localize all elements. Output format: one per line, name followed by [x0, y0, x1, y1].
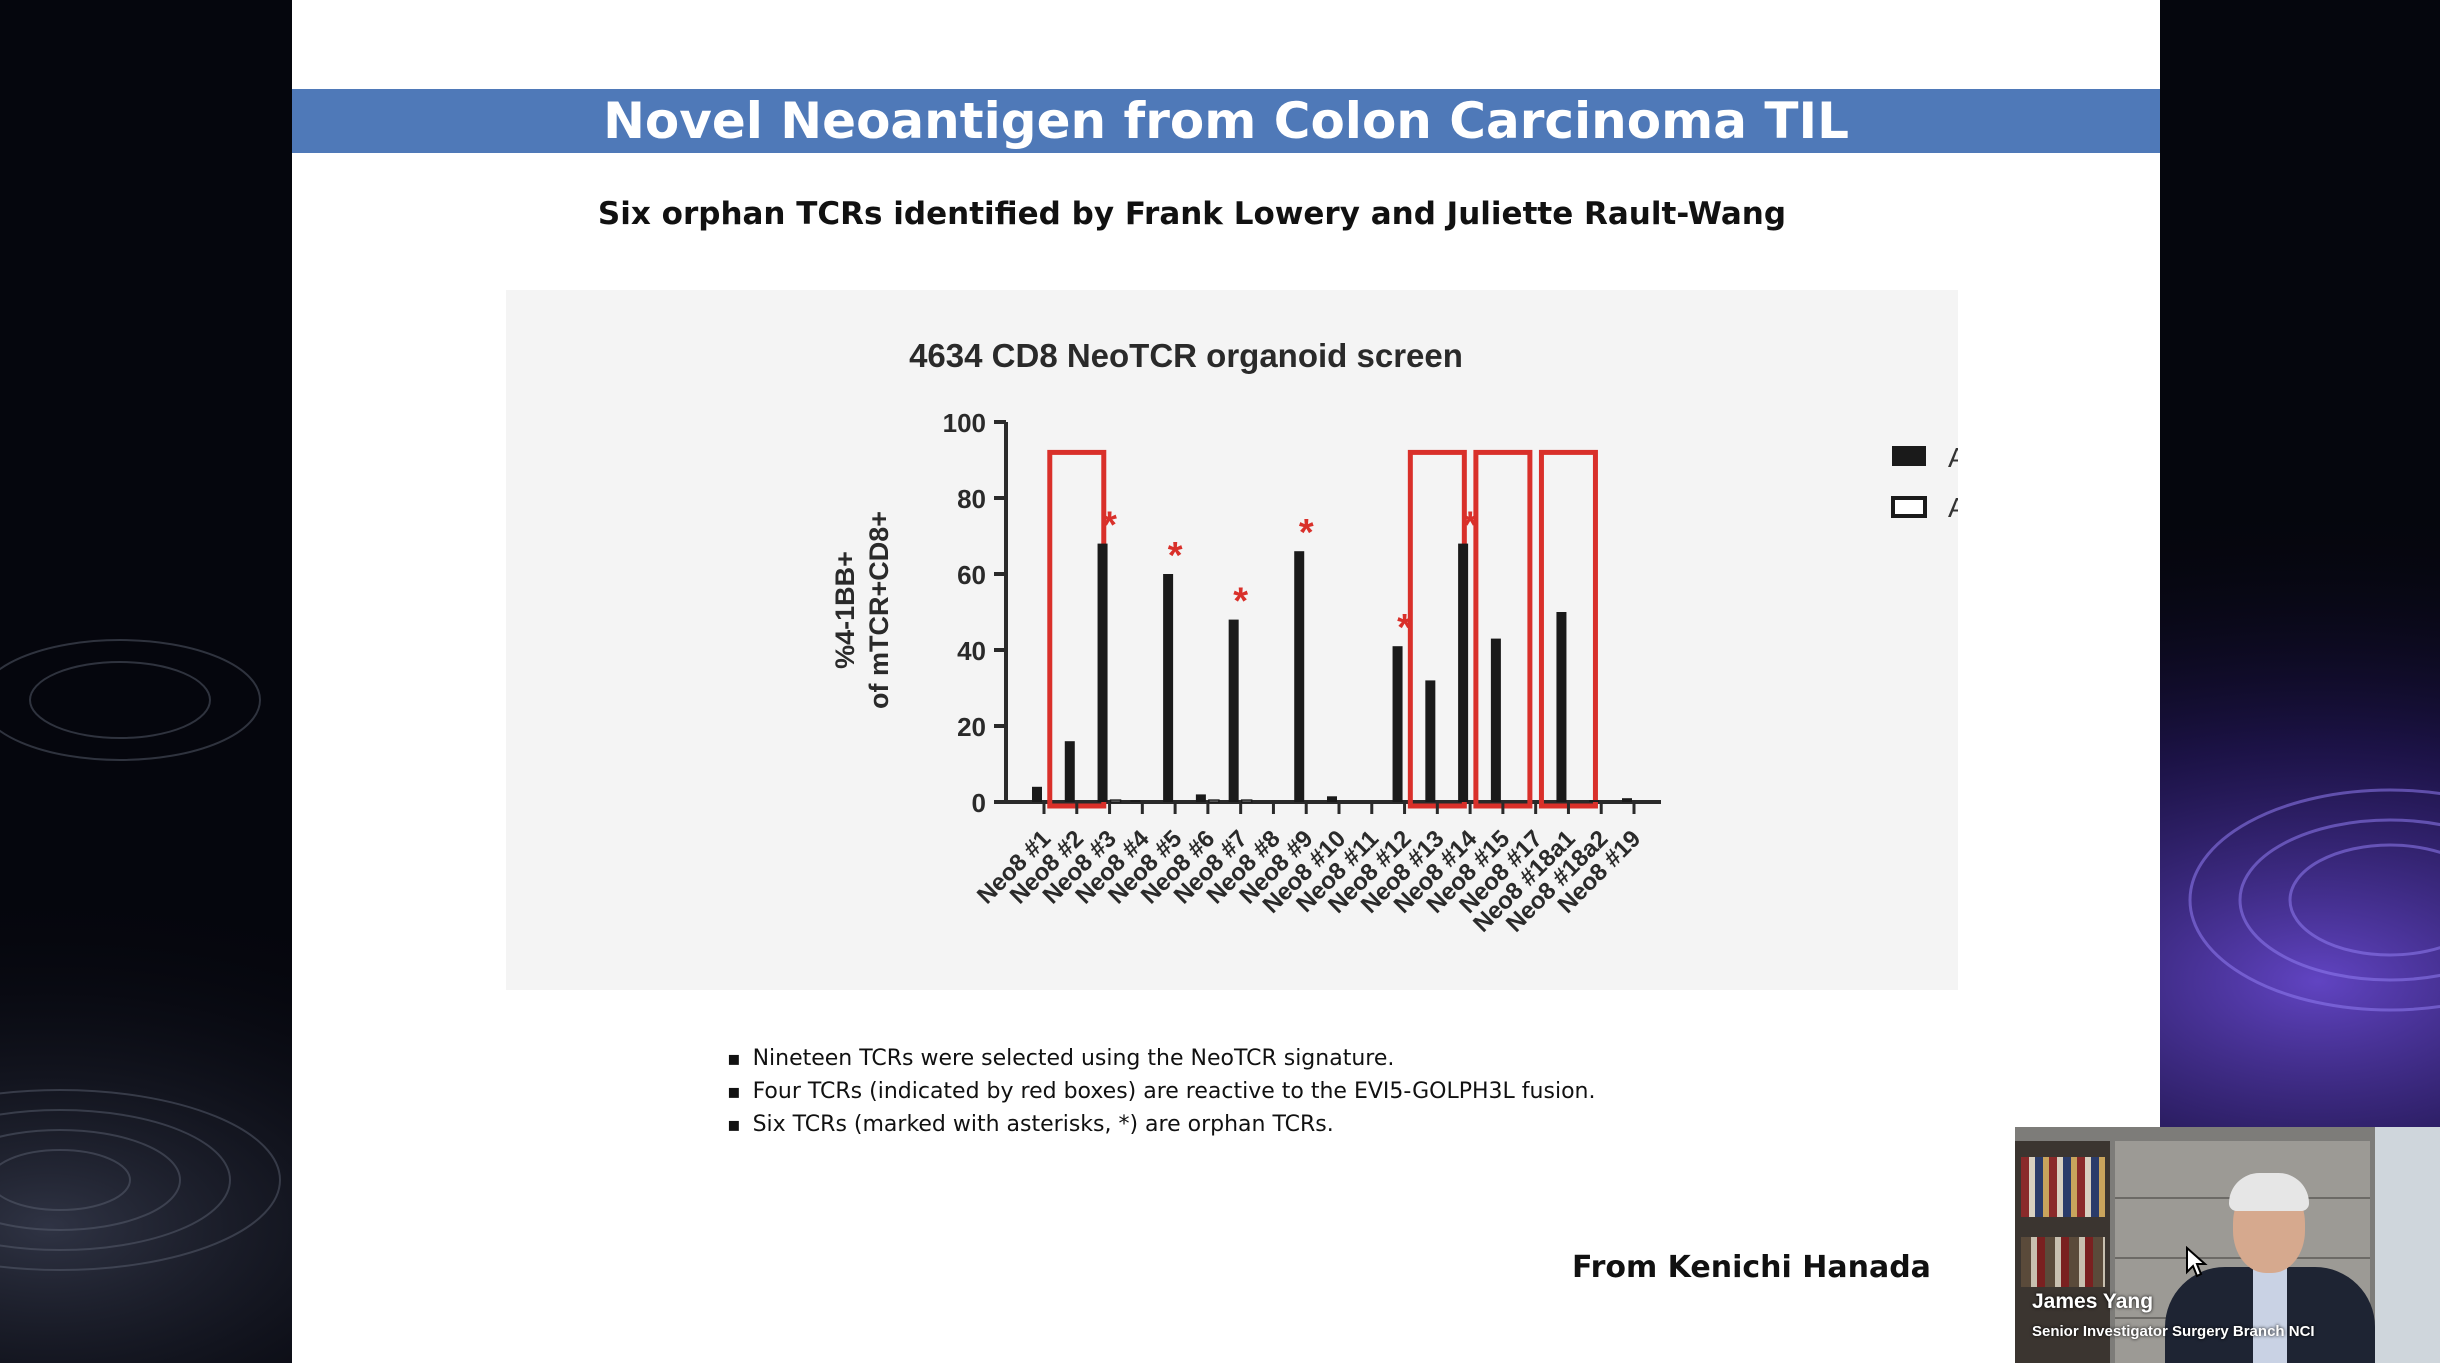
speaker-role: Senior Investigator Surgery Branch NCI	[2032, 1323, 2315, 1340]
bar-autologous	[1130, 800, 1141, 802]
orphan-asterisk: *	[1168, 535, 1183, 577]
speaker-video-tile[interactable]: James Yang Senior Investigator Surgery B…	[2015, 1127, 2440, 1363]
bullet-item: Four TCRs (indicated by red boxes) are r…	[727, 1075, 1596, 1108]
window	[2375, 1127, 2440, 1363]
chart-title: 4634 CD8 NeoTCR organoid screen	[909, 337, 1463, 374]
books	[2021, 1157, 2105, 1217]
bullet-list: Nineteen TCRs were selected using the Ne…	[727, 1042, 1596, 1141]
bar-autologous	[1097, 543, 1108, 802]
slide: Novel Neoantigen from Colon Carcinoma TI…	[292, 0, 2160, 1363]
bar-autologous	[1228, 619, 1239, 802]
bar-autologous	[1589, 800, 1600, 802]
y-tick-label: 40	[957, 636, 986, 666]
bar-autologous	[1064, 741, 1075, 802]
slide-title: Novel Neoantigen from Colon Carcinoma TI…	[292, 89, 2160, 153]
legend-label-allo: Allo organoid	[1948, 492, 1958, 523]
bar-autologous	[1163, 574, 1174, 802]
y-axis-label-line1: %4-1BB+	[830, 551, 860, 669]
bar-autologous	[1425, 680, 1436, 802]
speaker-name: James Yang	[2032, 1290, 2154, 1313]
bullet-item: Six TCRs (marked with asterisks, *) are …	[727, 1108, 1595, 1141]
red-highlight-box	[1473, 449, 1533, 809]
mouse-cursor-icon	[2186, 1246, 2208, 1278]
credit-text: From Kenichi Hanada	[1572, 1250, 1931, 1285]
orphan-asterisk: *	[1102, 505, 1117, 547]
legend-swatch-autologous	[1892, 446, 1926, 466]
bar-autologous	[1490, 638, 1501, 802]
bullet-item: Nineteen TCRs were selected using the Ne…	[727, 1042, 1595, 1075]
bar-autologous	[1294, 551, 1305, 802]
chart-panel: 4634 CD8 NeoTCR organoid screen %4-1BB+ …	[506, 290, 1958, 990]
bar-autologous	[1032, 786, 1042, 802]
red-highlight-box	[1047, 449, 1107, 809]
speaker-hair	[2229, 1173, 2309, 1211]
bar-allo	[1109, 799, 1122, 803]
orphan-asterisk: *	[1233, 581, 1248, 623]
y-tick-label: 0	[972, 788, 986, 818]
bar-autologous	[1556, 612, 1567, 802]
red-highlight-box	[1407, 449, 1467, 809]
y-tick-label: 100	[943, 408, 986, 438]
orphan-asterisk: *	[1463, 505, 1478, 547]
y-tick-label: 60	[957, 560, 986, 590]
bar-autologous	[1392, 646, 1403, 802]
bar-allo	[1208, 799, 1220, 803]
bar-autologous	[1195, 794, 1206, 802]
orphan-asterisk: *	[1397, 607, 1412, 649]
speaker-shirt	[2253, 1267, 2287, 1363]
orphan-asterisk: *	[1299, 512, 1314, 554]
y-axis-label-line2: of mTCR+CD8+	[864, 511, 894, 709]
red-highlight-box	[1538, 449, 1598, 809]
books	[2021, 1237, 2105, 1287]
legend-label-autologous: Autologous organoid	[1948, 442, 1958, 473]
bar-chart: 4634 CD8 NeoTCR organoid screen %4-1BB+ …	[830, 337, 1958, 938]
legend-swatch-allo	[1891, 496, 1927, 518]
bar-autologous	[1458, 543, 1469, 802]
bar-allo	[1240, 799, 1253, 803]
slide-subtitle: Six orphan TCRs identified by Frank Lowe…	[597, 196, 1787, 232]
y-tick-label: 80	[957, 484, 986, 514]
bar-autologous	[1622, 798, 1632, 802]
bar-autologous	[1327, 796, 1337, 802]
y-tick-label: 20	[957, 712, 986, 742]
